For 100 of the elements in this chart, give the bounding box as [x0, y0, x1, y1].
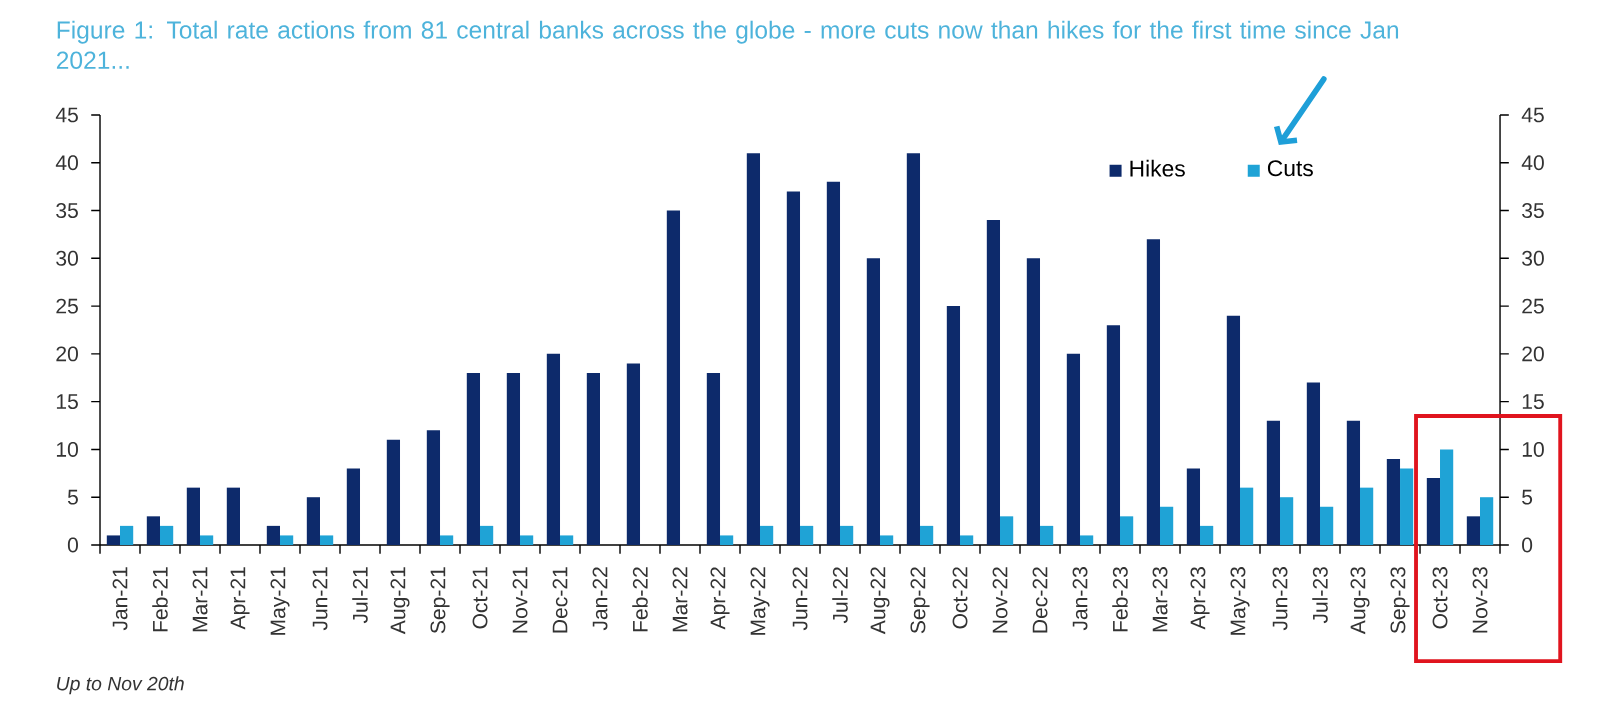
y2-tick-label: 25	[1522, 298, 1544, 314]
x-tick-label: Feb-22	[632, 567, 648, 632]
bar	[1440, 449, 1454, 545]
bar	[1120, 516, 1134, 545]
bar	[1466, 516, 1481, 545]
x-tick-label: Apr-22	[710, 567, 730, 630]
x-tick-label: Jan-22	[592, 567, 608, 631]
x-tick-label: Jan-23	[1072, 567, 1088, 631]
y-tick-label: 25	[56, 298, 78, 314]
x-tick-label: Jul-22	[832, 567, 848, 624]
bar	[626, 363, 641, 545]
y2-tick-label: 45	[1521, 107, 1544, 123]
bar	[1280, 497, 1294, 545]
bar	[1426, 478, 1441, 545]
y-tick-label: 10	[56, 441, 78, 457]
bar	[200, 535, 214, 545]
x-tick-label: Mar-23	[1152, 567, 1168, 632]
x-tick-label: Apr-23	[1190, 567, 1210, 630]
bar	[1306, 382, 1321, 545]
bar	[1026, 258, 1041, 545]
y-tick-label: 35	[56, 203, 78, 219]
x-tick-label: Apr-21	[230, 567, 250, 630]
bar	[986, 220, 1001, 545]
y-tick-label: 5	[67, 489, 78, 505]
y2-tick-label: 40	[1521, 155, 1544, 171]
bar	[320, 535, 334, 545]
bar	[1346, 420, 1361, 545]
bar	[586, 372, 600, 545]
x-tick-label: Jul-21	[352, 567, 368, 624]
bar	[880, 535, 894, 545]
bar	[120, 525, 134, 545]
x-tick-label: Jun-22	[792, 567, 808, 631]
y2-tick-label: 15	[1522, 394, 1544, 410]
bar	[480, 525, 494, 545]
x-tick-label: May-22	[750, 567, 770, 635]
bar	[826, 181, 841, 545]
x-tick-label: Aug-21	[390, 567, 410, 635]
x-tick-label: Sep-21	[430, 567, 450, 634]
y2-tick-label: 10	[1522, 441, 1544, 457]
bar	[1320, 506, 1334, 545]
y-tick-label: 40	[55, 155, 78, 171]
chart-title: Figure 1: Total rate actions from 81 central banks across the globe - more cuts now than hikes for the first time since Jan 2021...	[56, 20, 1399, 69]
bar	[1106, 325, 1121, 545]
bar	[786, 191, 801, 545]
bar	[520, 535, 534, 545]
x-tick-label: Oct-23	[1432, 567, 1448, 629]
x-tick-label: Aug-22	[870, 567, 890, 635]
bar	[280, 535, 294, 545]
bar	[920, 525, 934, 545]
bar	[1040, 525, 1054, 545]
x-tick-label: Jan-21	[112, 567, 128, 631]
x-tick-label: Nov-21	[512, 567, 528, 633]
bar	[146, 516, 161, 545]
bar	[266, 525, 281, 545]
bar	[1226, 315, 1241, 545]
bar	[666, 210, 681, 545]
bar	[546, 353, 561, 545]
bar	[1360, 487, 1374, 545]
bar	[1146, 239, 1161, 545]
bar	[466, 372, 480, 545]
bar	[720, 535, 734, 545]
x-tick-label: Jun-23	[1272, 567, 1288, 631]
x-tick-label: Jul-23	[1312, 567, 1328, 624]
bar	[866, 258, 881, 545]
y2-tick-label: 35	[1522, 203, 1544, 219]
bar	[426, 430, 441, 545]
bar	[1386, 458, 1401, 545]
bar	[960, 535, 974, 545]
bar	[106, 535, 121, 545]
bar	[440, 535, 454, 545]
y-tick-label: 15	[56, 394, 78, 410]
bar	[1080, 535, 1094, 545]
y-tick-label: 0	[67, 537, 78, 553]
x-tick-label: Dec-22	[1032, 567, 1048, 633]
x-tick-label: Feb-23	[1112, 567, 1128, 632]
y-tick-label: 30	[56, 250, 78, 266]
bar	[760, 525, 774, 545]
legend-label: Hikes	[1130, 159, 1185, 177]
bar	[386, 439, 401, 545]
bar	[346, 468, 360, 545]
x-tick-label: May-21	[270, 567, 290, 635]
x-tick-label: Nov-23	[1472, 567, 1488, 633]
x-tick-label: Aug-23	[1350, 567, 1370, 635]
bar	[906, 153, 921, 545]
bar	[1066, 353, 1081, 545]
x-tick-label: Sep-23	[1390, 567, 1410, 634]
y-tick-label: 20	[56, 346, 78, 362]
x-tick-label: May-23	[1230, 567, 1250, 635]
legend-label: Cuts	[1267, 160, 1313, 177]
bar	[1266, 420, 1281, 545]
bar	[800, 525, 814, 545]
bar	[560, 535, 574, 545]
x-tick-label: Oct-22	[952, 567, 968, 629]
bar	[160, 525, 174, 545]
bar	[946, 306, 961, 545]
bar	[506, 372, 521, 545]
bar	[1186, 468, 1201, 545]
bar	[1400, 468, 1414, 545]
bar	[1000, 516, 1014, 545]
bar	[840, 525, 854, 545]
